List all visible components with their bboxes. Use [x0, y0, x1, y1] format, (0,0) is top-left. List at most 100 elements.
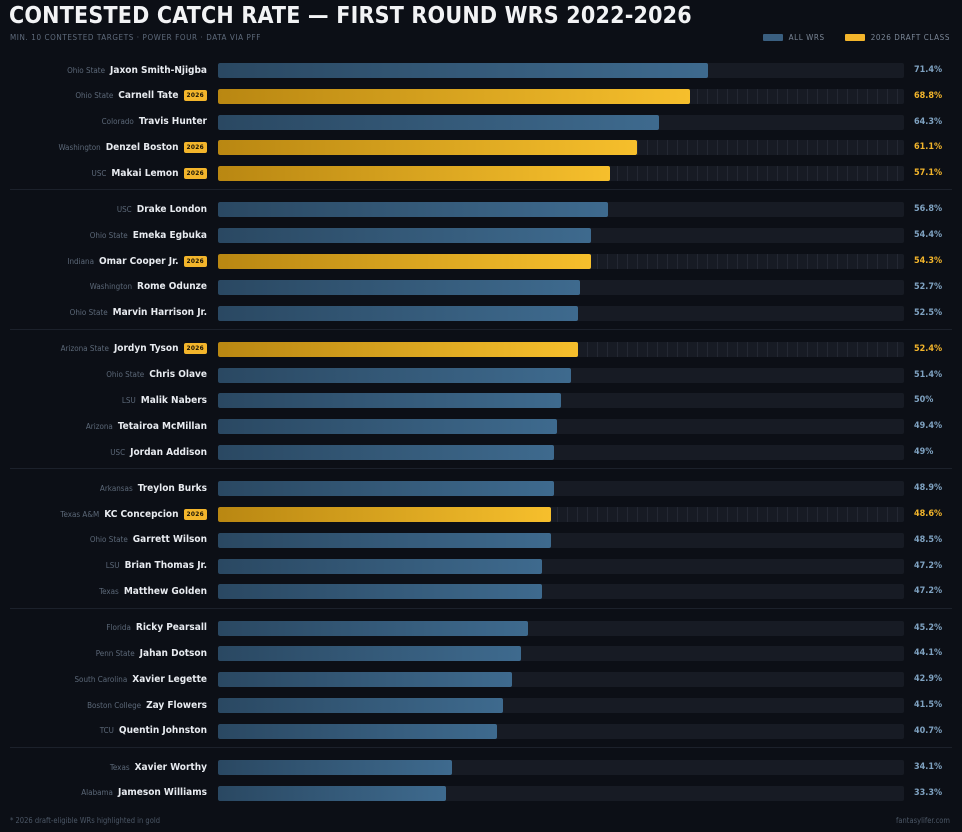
- chart-subtitle: MIN. 10 CONTESTED TARGETS · POWER FOUR ·…: [10, 33, 261, 42]
- bar: [218, 202, 608, 218]
- school-label: Arizona: [85, 421, 113, 431]
- bar-row: Arizona State Jordyn Tyson 2026 52.4%: [0, 341, 962, 368]
- bar: [218, 785, 447, 801]
- value-label: 68.8%: [914, 90, 943, 101]
- bar-row: Arkansas Treylon Burks 48.9%: [0, 481, 962, 507]
- bar-row: South Carolina Xavier Legette 42.9%: [0, 672, 962, 698]
- draft-class-badge: 2026: [183, 508, 207, 520]
- player-name: Jordyn Tyson: [113, 343, 179, 355]
- bar-row: Ohio State Carnell Tate 2026 68.8%: [0, 88, 962, 115]
- value-label: 61.1%: [914, 142, 943, 153]
- bar: [218, 254, 591, 269]
- school-label: Colorado: [101, 117, 134, 127]
- bar-track: [218, 305, 904, 321]
- bar-track: [218, 785, 904, 801]
- value-label: 49.4%: [914, 421, 943, 432]
- footnote: * 2026 draft-eligible WRs highlighted in…: [10, 816, 160, 825]
- bar: [218, 760, 452, 775]
- bar: [218, 63, 708, 78]
- school-label: Ohio State: [89, 535, 128, 545]
- bar: [218, 698, 503, 713]
- chart-title: CONTESTED CATCH RATE — FIRST ROUND WRS 2…: [9, 3, 692, 29]
- bar: [218, 279, 580, 295]
- player-name: KC Concepcion: [104, 508, 179, 520]
- value-label: 54.4%: [914, 230, 943, 241]
- bar-track: [218, 698, 904, 713]
- bar-row: Ohio State Marvin Harrison Jr. 52.5%: [0, 305, 962, 332]
- bar-row: Texas A&M KC Concepcion 2026 48.6%: [0, 507, 962, 533]
- group-divider: [10, 747, 952, 748]
- bar: [218, 341, 578, 357]
- legend-swatch-2026-class: [844, 34, 865, 41]
- bar-label: Boston College Zay Flowers: [87, 698, 207, 712]
- bar-row: Ohio State Jaxon Smith-Njigba 71.4%: [0, 63, 962, 89]
- value-label: 54.3%: [914, 256, 943, 266]
- player-name: Malik Nabers: [140, 394, 207, 406]
- school-label: Ohio State: [67, 65, 106, 75]
- bar-track: [218, 140, 904, 156]
- group-divider: [10, 468, 952, 470]
- bar-row: Washington Rome Odunze 52.7%: [0, 279, 962, 306]
- value-label: 48.5%: [914, 534, 943, 545]
- bar-track: [218, 672, 904, 688]
- value-label: 42.9%: [914, 674, 943, 685]
- school-label: Arkansas: [99, 483, 133, 493]
- bar: [218, 305, 579, 321]
- value-label: 56.8%: [914, 204, 943, 215]
- player-name: Ricky Pearsall: [135, 622, 207, 634]
- bar-row: USC Makai Lemon 2026 57.1%: [0, 166, 962, 192]
- bar-label: Indiana Omar Cooper Jr. 2026: [67, 254, 207, 268]
- school-label: USC: [110, 447, 126, 457]
- bar-track: [218, 760, 904, 775]
- school-label: Washington: [58, 142, 101, 152]
- school-label: Indiana: [67, 256, 94, 266]
- draft-class-badge: 2026: [183, 90, 207, 102]
- bar-track: [218, 584, 904, 600]
- player-name: Emeka Egbuka: [132, 229, 207, 241]
- bar-track: [218, 254, 904, 269]
- value-label: 45.2%: [914, 622, 943, 633]
- bar-track: [218, 393, 904, 409]
- bar-track: [218, 532, 904, 548]
- bar-track: [218, 723, 904, 739]
- school-label: LSU: [121, 395, 136, 405]
- player-name: Omar Cooper Jr.: [99, 255, 179, 267]
- bar-row: Texas Matthew Golden 47.2%: [0, 584, 962, 610]
- value-label: 52.4%: [914, 343, 943, 354]
- bar: [218, 672, 513, 688]
- legend-label-2026-class: 2026 DRAFT CLASS: [870, 33, 950, 42]
- player-name: Matthew Golden: [123, 585, 207, 597]
- draft-class-badge: 2026: [183, 255, 207, 267]
- source-credit: fantasylifer.com: [896, 816, 950, 825]
- school-label: Washington: [89, 282, 133, 292]
- legend-item-2026-class: 2026 DRAFT CLASS: [844, 33, 950, 42]
- bar-label: Ohio State Carnell Tate 2026: [75, 89, 207, 103]
- school-label: Florida: [106, 623, 131, 633]
- bar-label: Florida Ricky Pearsall: [106, 621, 207, 635]
- bar-track: [218, 114, 904, 130]
- bar: [218, 481, 554, 497]
- bar-label: TCU Quentin Johnston: [100, 724, 207, 738]
- school-label: Ohio State: [75, 91, 114, 101]
- value-label: 44.1%: [914, 648, 943, 659]
- bar: [218, 166, 610, 182]
- bar: [218, 140, 638, 156]
- legend: ALL WRS 2026 DRAFT CLASS: [762, 33, 950, 42]
- bar-row: TCU Quentin Johnston 40.7%: [0, 723, 962, 750]
- value-label: 47.2%: [914, 560, 943, 571]
- player-name: Makai Lemon: [111, 167, 179, 179]
- player-name: Jahan Dotson: [139, 647, 207, 659]
- legend-label-all-wrs: ALL WRS: [788, 33, 825, 42]
- bar-label: Ohio State Marvin Harrison Jr.: [70, 306, 207, 320]
- bar-row: Arizona Tetairoa McMillan 49.4%: [0, 419, 962, 445]
- bar-label: Ohio State Garrett Wilson: [90, 533, 207, 547]
- bar: [218, 393, 561, 409]
- bar: [218, 558, 542, 574]
- value-label: 34.1%: [914, 762, 943, 772]
- school-label: Ohio State: [89, 230, 128, 240]
- value-label: 51.4%: [914, 369, 943, 380]
- player-name: Jameson Williams: [117, 787, 207, 799]
- bar-label: Washington Rome Odunze: [90, 280, 207, 294]
- bar-row: Indiana Omar Cooper Jr. 2026 54.3%: [0, 254, 962, 280]
- player-name: Quentin Johnston: [118, 725, 207, 737]
